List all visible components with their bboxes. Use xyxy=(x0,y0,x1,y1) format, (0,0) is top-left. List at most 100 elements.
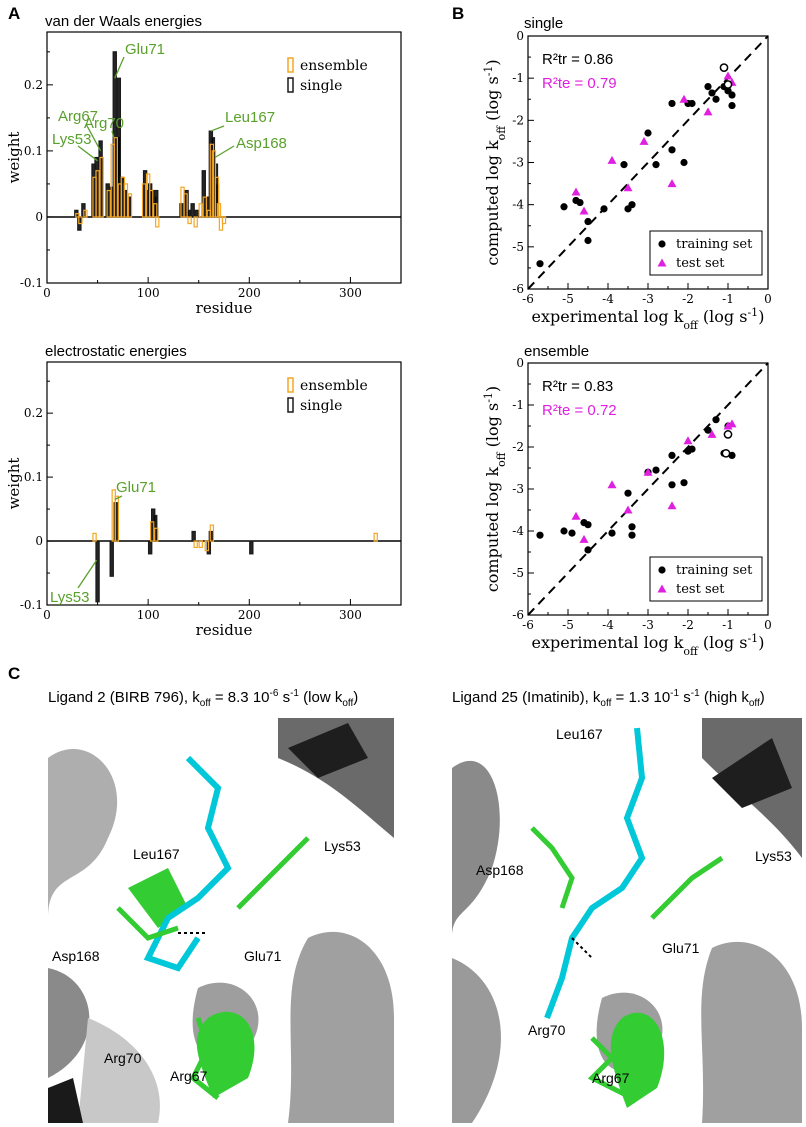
test-point xyxy=(679,94,689,103)
right-label-glu71: Glu71 xyxy=(662,940,700,956)
x-tick-label: 300 xyxy=(339,608,362,622)
training-point xyxy=(688,445,696,453)
annotation-arrow xyxy=(111,130,115,138)
bar-ensemble xyxy=(198,203,203,218)
bar-ensemble xyxy=(193,216,198,228)
bar-ensemble xyxy=(148,189,154,218)
training-point xyxy=(584,236,592,245)
bar-single xyxy=(249,540,254,555)
y-tick-label: -6 xyxy=(512,282,524,296)
bar-single xyxy=(95,540,100,603)
bar-ensemble xyxy=(106,189,111,218)
y-tick-label: -2 xyxy=(512,113,524,127)
y-axis-label: weight xyxy=(5,132,23,184)
training-point xyxy=(536,260,544,268)
right-label-arg67: Arg67 xyxy=(592,1070,630,1086)
legend-label-training: training set xyxy=(676,563,753,578)
annotation-arrow xyxy=(114,56,125,79)
bar-single xyxy=(147,540,153,555)
test-point xyxy=(707,429,717,438)
x-tick-label: 0 xyxy=(43,608,51,622)
legend-label-test: test set xyxy=(676,256,725,271)
y-tick-label: 0 xyxy=(516,356,524,370)
annotation-arrow xyxy=(77,559,98,589)
training-point xyxy=(668,481,676,489)
legend-label-single: single xyxy=(300,398,342,414)
test-point xyxy=(667,501,677,510)
training-point xyxy=(704,426,712,434)
training-point xyxy=(680,158,688,167)
training-point xyxy=(628,201,636,209)
left-label-leu167: Leu167 xyxy=(133,846,180,862)
legend-marker-test xyxy=(657,584,667,593)
y-tick-label: -3 xyxy=(512,156,524,170)
training-point xyxy=(608,529,616,537)
legend-swatch-single xyxy=(287,397,294,413)
x-tick-label: 300 xyxy=(339,286,362,300)
right-label-asp168: Asp168 xyxy=(476,862,524,878)
y-axis-label: computed log koff (log s-1) xyxy=(482,59,508,265)
test-point xyxy=(723,71,733,80)
y-tick-label: 0.1 xyxy=(24,470,43,484)
right-label-leu167: Leu167 xyxy=(556,726,603,742)
bar-ensemble xyxy=(204,540,210,552)
bar-ensemble xyxy=(221,216,227,225)
legend-label-test: test set xyxy=(676,582,725,597)
annotation-glu71: Glu71 xyxy=(116,479,156,496)
x-axis-label: residue xyxy=(196,621,253,639)
x-tick-label: 0 xyxy=(43,286,51,300)
bar-ensemble xyxy=(202,196,207,218)
training-point xyxy=(728,91,736,99)
test-point xyxy=(723,421,733,430)
x-tick-label: 0 xyxy=(764,618,772,632)
r2-test: R²te = 0.79 xyxy=(542,75,617,92)
x-tick-label: -4 xyxy=(602,292,614,306)
legend-swatch-ensemble xyxy=(287,57,294,73)
bar-ensemble xyxy=(92,532,97,542)
annotation-glu71: Glu71 xyxy=(125,41,165,58)
annotation-asp168: Asp168 xyxy=(236,135,287,152)
r2-training: R²tr = 0.83 xyxy=(542,378,613,395)
training-point xyxy=(560,203,568,211)
test-point xyxy=(579,534,589,543)
annotation-leu167: Leu167 xyxy=(225,109,275,126)
outlier-point xyxy=(719,63,729,72)
y-tick-label: -5 xyxy=(512,240,524,254)
y-tick-label: -3 xyxy=(512,482,524,496)
training-point xyxy=(652,161,660,169)
x-axis-label: experimental log koff (log s-1) xyxy=(532,632,765,658)
legend-label-single: single xyxy=(300,78,342,94)
y-tick-label: -4 xyxy=(512,198,524,212)
annotation-lys53: Lys53 xyxy=(50,589,89,606)
y-tick-label: -1 xyxy=(512,398,524,412)
y-axis-label: computed log koff (log s-1) xyxy=(482,386,508,592)
training-point xyxy=(668,99,676,108)
x-tick-label: -4 xyxy=(602,618,614,632)
legend-box xyxy=(649,230,763,276)
legend-label-ensemble: ensemble xyxy=(300,58,368,74)
training-point xyxy=(584,217,592,226)
y-tick-label: 0.2 xyxy=(24,78,43,92)
test-point xyxy=(607,155,617,164)
annotation-arg67: Arg67 xyxy=(58,108,98,125)
left-label-glu71: Glu71 xyxy=(244,948,282,964)
y-axis-label: weight xyxy=(5,458,23,510)
plot-frame xyxy=(46,31,402,284)
test-point xyxy=(643,467,653,476)
training-point xyxy=(584,546,592,554)
annotation-arg70: Arg70 xyxy=(84,115,124,132)
bar-single xyxy=(190,203,195,218)
x-axis-label: experimental log koff (log s-1) xyxy=(532,306,765,332)
bar-ensemble xyxy=(123,183,129,218)
x-tick-label: 100 xyxy=(137,286,160,300)
test-point xyxy=(579,206,589,215)
chart-title: van der Waals energies xyxy=(45,13,202,30)
outlier-point xyxy=(721,448,731,458)
left-structure-render xyxy=(48,718,394,1123)
plot-frame xyxy=(46,361,402,606)
right-protein-structure-image xyxy=(452,718,802,1123)
left-label-arg67: Arg67 xyxy=(170,1068,208,1084)
training-point xyxy=(680,479,688,487)
test-point xyxy=(667,179,677,188)
y-tick-label: -6 xyxy=(512,608,524,622)
